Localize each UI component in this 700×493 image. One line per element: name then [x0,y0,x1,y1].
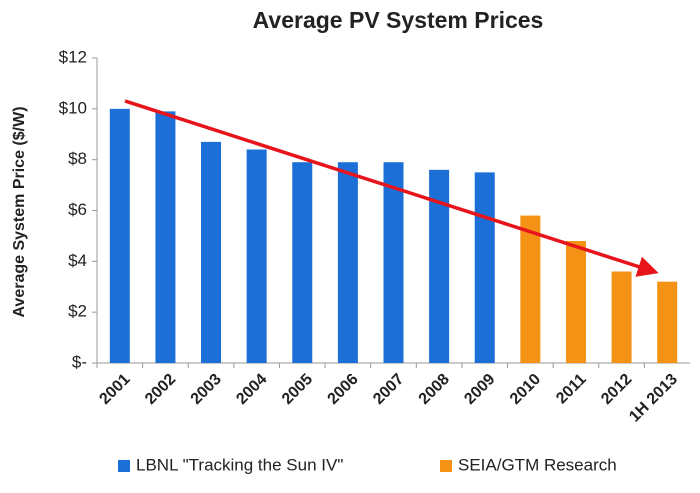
x-tick-label: 2012 [598,371,635,408]
x-tick-label: 2001 [96,371,133,408]
plot-area: $- $2 $4 $6 $8 $10 $12 2001 2002 2003 2004 2005 2006… [59,47,690,474]
bar [246,149,267,363]
x-tick-label: 2003 [188,371,225,408]
bar [565,241,586,363]
y-tick-label: $8 [68,149,87,168]
bar [292,162,313,363]
y-tick-label: $12 [59,47,87,66]
y-tick-label: $- [72,352,87,371]
chart-title: Average PV System Prices [253,7,544,33]
bar [201,141,222,363]
y-tick-label: $6 [68,200,87,219]
legend-swatch [440,460,452,472]
x-tick-label: 2009 [461,371,498,408]
y-tick-label: $4 [68,251,87,270]
bar [155,111,176,363]
legend-swatch [118,460,130,472]
x-tick-label: 2006 [325,371,362,408]
x-tick-label: 2007 [370,371,407,408]
bar [474,172,495,363]
legend-label: LBNL "Tracking the Sun IV" [136,455,343,474]
y-tick-label: $2 [68,302,87,321]
x-tick-label: 2010 [507,371,544,408]
y-tick-label: $10 [59,98,87,117]
trend-arrow [124,99,659,277]
x-tick-label: 2004 [233,371,270,408]
bar [611,271,632,363]
bar [657,281,678,363]
y-axis-label: Average System Price ($/W) [11,106,28,317]
x-tick-label: 1H 2013 [626,371,681,426]
bar [337,162,358,363]
bar [109,108,130,363]
x-tick-label: 2008 [416,371,453,408]
bar [429,169,450,363]
legend-label: SEIA/GTM Research [458,455,617,474]
x-tick-label: 2005 [279,371,316,408]
bar [520,215,541,363]
x-tick-label: 2011 [553,371,590,408]
x-tick-label: 2002 [142,371,179,408]
bar [383,162,404,363]
